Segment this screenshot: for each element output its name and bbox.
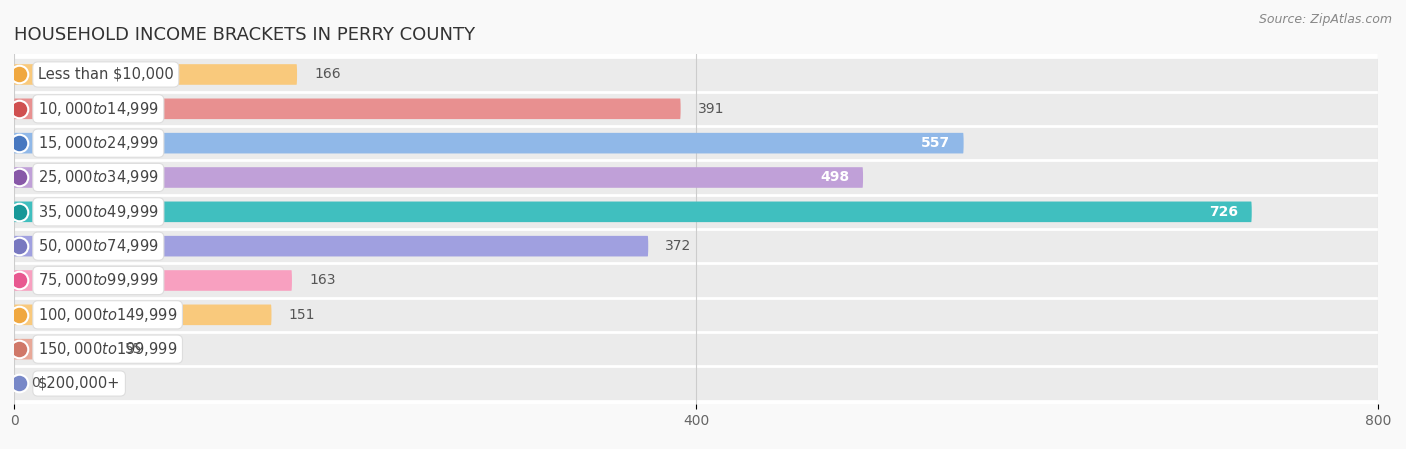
FancyBboxPatch shape bbox=[14, 160, 1378, 195]
Text: $15,000 to $24,999: $15,000 to $24,999 bbox=[38, 134, 159, 152]
FancyBboxPatch shape bbox=[14, 92, 1378, 126]
Point bbox=[8, 277, 31, 284]
FancyBboxPatch shape bbox=[14, 202, 1251, 222]
Point bbox=[8, 380, 31, 387]
Point bbox=[8, 174, 31, 181]
Point bbox=[8, 346, 31, 353]
FancyBboxPatch shape bbox=[14, 366, 1378, 401]
Text: Source: ZipAtlas.com: Source: ZipAtlas.com bbox=[1258, 13, 1392, 26]
FancyBboxPatch shape bbox=[14, 298, 1378, 332]
FancyBboxPatch shape bbox=[14, 339, 108, 360]
FancyBboxPatch shape bbox=[14, 98, 681, 119]
Text: 163: 163 bbox=[309, 273, 336, 287]
FancyBboxPatch shape bbox=[14, 304, 271, 325]
Point bbox=[8, 208, 31, 216]
Text: $75,000 to $99,999: $75,000 to $99,999 bbox=[38, 272, 159, 290]
Text: 372: 372 bbox=[665, 239, 692, 253]
Point bbox=[8, 71, 31, 78]
Point bbox=[8, 140, 31, 147]
FancyBboxPatch shape bbox=[14, 167, 863, 188]
Text: $200,000+: $200,000+ bbox=[38, 376, 121, 391]
Text: $100,000 to $149,999: $100,000 to $149,999 bbox=[38, 306, 177, 324]
Text: 498: 498 bbox=[820, 171, 849, 185]
Text: Less than $10,000: Less than $10,000 bbox=[38, 67, 174, 82]
Text: $50,000 to $74,999: $50,000 to $74,999 bbox=[38, 237, 159, 255]
FancyBboxPatch shape bbox=[14, 64, 297, 85]
Text: $150,000 to $199,999: $150,000 to $199,999 bbox=[38, 340, 177, 358]
Point bbox=[8, 242, 31, 250]
Text: $25,000 to $34,999: $25,000 to $34,999 bbox=[38, 168, 159, 186]
Point bbox=[8, 311, 31, 318]
FancyBboxPatch shape bbox=[14, 229, 1378, 263]
Text: 557: 557 bbox=[921, 136, 950, 150]
FancyBboxPatch shape bbox=[14, 195, 1378, 229]
Text: 726: 726 bbox=[1209, 205, 1239, 219]
Text: 151: 151 bbox=[288, 308, 315, 322]
Text: HOUSEHOLD INCOME BRACKETS IN PERRY COUNTY: HOUSEHOLD INCOME BRACKETS IN PERRY COUNT… bbox=[14, 26, 475, 44]
Text: $35,000 to $49,999: $35,000 to $49,999 bbox=[38, 203, 159, 221]
Text: 0: 0 bbox=[31, 377, 39, 391]
FancyBboxPatch shape bbox=[14, 236, 648, 256]
Text: $10,000 to $14,999: $10,000 to $14,999 bbox=[38, 100, 159, 118]
FancyBboxPatch shape bbox=[14, 332, 1378, 366]
FancyBboxPatch shape bbox=[14, 270, 292, 291]
FancyBboxPatch shape bbox=[14, 57, 1378, 92]
Text: 166: 166 bbox=[314, 67, 340, 81]
Text: 391: 391 bbox=[697, 102, 724, 116]
Point bbox=[8, 105, 31, 112]
FancyBboxPatch shape bbox=[14, 263, 1378, 298]
Text: 55: 55 bbox=[125, 342, 142, 356]
FancyBboxPatch shape bbox=[14, 126, 1378, 160]
FancyBboxPatch shape bbox=[14, 133, 963, 154]
